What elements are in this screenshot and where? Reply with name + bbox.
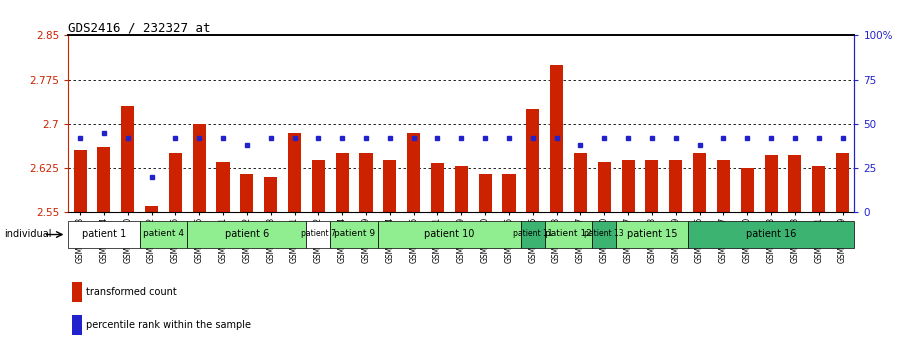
Bar — [216, 162, 230, 212]
Bar — [616, 221, 688, 248]
Bar — [384, 160, 396, 212]
Bar — [306, 221, 330, 248]
Bar — [574, 153, 587, 212]
Bar — [72, 315, 82, 335]
Bar — [598, 162, 611, 212]
Bar — [145, 206, 158, 212]
Bar — [622, 160, 634, 212]
Bar — [335, 153, 349, 212]
Bar — [526, 109, 539, 212]
Text: patient 12: patient 12 — [545, 229, 592, 239]
Text: percentile rank within the sample: percentile rank within the sample — [86, 320, 251, 330]
Bar — [187, 221, 306, 248]
Text: patient 9: patient 9 — [334, 229, 375, 239]
Text: individual: individual — [5, 229, 52, 239]
Bar — [693, 153, 706, 212]
Bar — [717, 160, 730, 212]
Bar — [550, 65, 564, 212]
Bar — [378, 221, 521, 248]
Text: patient 16: patient 16 — [746, 229, 796, 239]
Text: patient 15: patient 15 — [626, 229, 677, 239]
Bar — [764, 155, 777, 212]
Bar — [288, 133, 301, 212]
Bar — [312, 160, 325, 212]
Text: patient 1: patient 1 — [82, 229, 126, 239]
Bar — [407, 133, 420, 212]
Bar — [479, 174, 492, 212]
Bar — [359, 153, 373, 212]
Bar — [193, 124, 205, 212]
Text: patient 6: patient 6 — [225, 229, 269, 239]
Bar — [140, 221, 187, 248]
Text: GDS2416 / 232327_at: GDS2416 / 232327_at — [68, 21, 211, 34]
Text: patient 11: patient 11 — [513, 229, 553, 239]
Bar — [454, 166, 468, 212]
Text: patient 4: patient 4 — [143, 229, 184, 239]
Bar — [68, 221, 140, 248]
Bar — [669, 160, 683, 212]
Bar — [169, 153, 182, 212]
Bar — [72, 282, 82, 302]
Text: patient 13: patient 13 — [584, 229, 624, 239]
Bar — [503, 174, 515, 212]
Bar — [265, 177, 277, 212]
Text: transformed count: transformed count — [86, 287, 177, 297]
Bar — [97, 148, 111, 212]
Bar — [121, 106, 135, 212]
Bar — [645, 160, 658, 212]
Bar — [330, 221, 378, 248]
Bar — [688, 221, 854, 248]
Bar — [74, 150, 86, 212]
Bar — [812, 166, 825, 212]
Bar — [240, 174, 254, 212]
Bar — [788, 155, 802, 212]
Text: patient 10: patient 10 — [425, 229, 474, 239]
Bar — [521, 221, 544, 248]
Bar — [544, 221, 593, 248]
Bar — [836, 153, 849, 212]
Bar — [741, 168, 754, 212]
Bar — [431, 164, 444, 212]
Text: patient 7: patient 7 — [301, 229, 335, 239]
Bar — [593, 221, 616, 248]
